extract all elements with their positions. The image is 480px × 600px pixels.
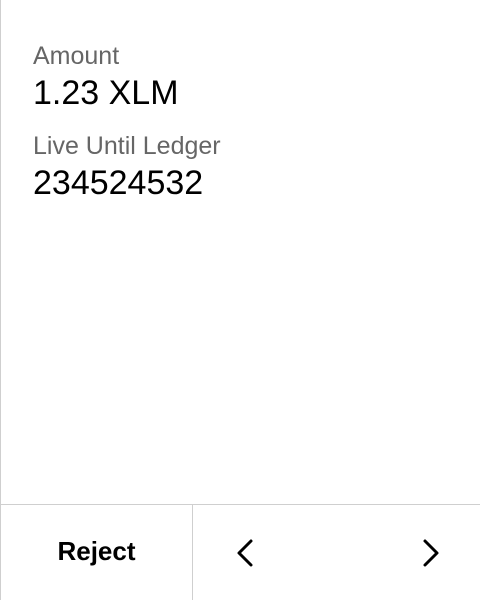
navigation-controls [193,505,480,600]
amount-field: Amount 1.23 XLM [33,40,456,114]
transaction-details: Amount 1.23 XLM Live Until Ledger 234524… [33,40,456,204]
live-until-ledger-field: Live Until Ledger 234524532 [33,130,456,204]
previous-button[interactable] [205,505,285,600]
reject-button[interactable]: Reject [1,505,193,600]
live-until-ledger-value: 234524532 [33,164,204,202]
live-until-ledger-label: Live Until Ledger [33,132,221,160]
chevron-left-icon [237,539,253,566]
action-footer: Reject [1,504,480,600]
next-button[interactable] [391,505,471,600]
amount-value: 1.23 XLM [33,74,179,112]
amount-label: Amount [33,42,120,70]
chevron-right-icon [423,539,439,566]
